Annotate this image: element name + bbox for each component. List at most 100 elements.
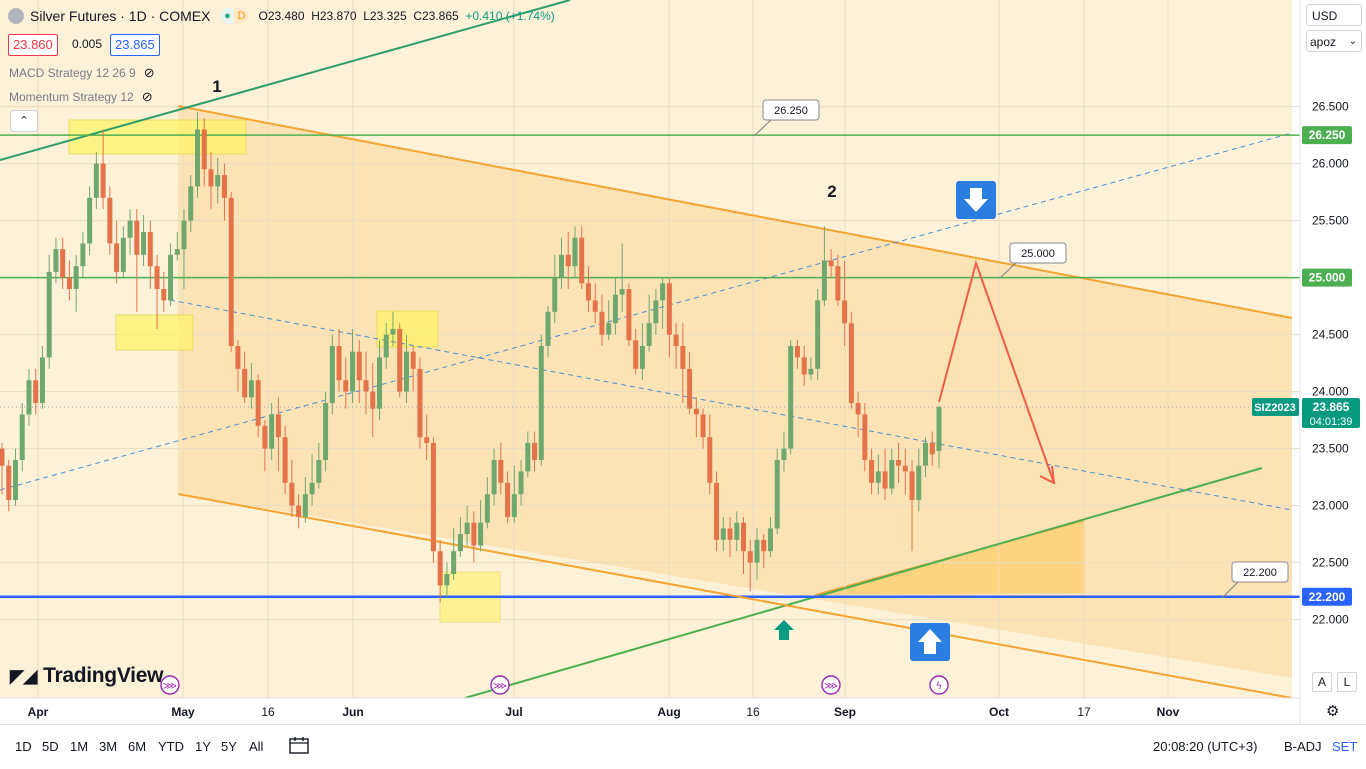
candle [410,346,416,392]
clock-timezone[interactable]: 20:08:20 (UTC+3) [1153,739,1258,754]
candle-body [471,522,477,546]
timeframe-3m[interactable]: 3M [99,739,118,754]
candle [12,448,18,506]
candle-body [821,260,827,301]
indicator-label: Momentum Strategy 12 [9,90,134,104]
candle [660,277,666,329]
candle-body [882,471,888,489]
timeframe-all[interactable]: All [249,739,264,754]
candle-body [572,237,578,267]
candle-body [774,460,780,529]
candle [916,448,922,512]
date-range-icon[interactable] [289,736,309,754]
candle [397,323,403,398]
candle-body [26,380,32,415]
timeframe-1y[interactable]: 1Y [195,739,211,754]
candle [93,152,99,210]
candle-body [464,522,470,535]
candle-body [46,271,52,358]
adjust-toggle[interactable]: B-ADJ [1284,739,1322,754]
eye-crossed-icon[interactable]: ⊘ [141,89,153,104]
timeframe-6m[interactable]: 6M [128,739,147,754]
candle-body [511,494,517,518]
candle-body [12,460,18,500]
buy-price-button[interactable]: 23.865 [110,34,160,56]
timeframe-5d[interactable]: 5D [42,739,59,754]
candle [781,431,787,472]
candle [376,340,382,421]
sell-price-button[interactable]: 23.860 [8,34,58,56]
collapse-legend-button[interactable]: ⌃ [10,110,38,132]
candle [761,534,767,569]
level-axis-text: 25.000 [1309,271,1346,285]
candle [619,243,625,312]
level-axis-label: 25.000 [1302,268,1352,287]
candle [248,363,254,409]
candle-body [619,289,625,295]
price-tick-label: 25.500 [1312,214,1349,228]
candle-body [323,403,329,461]
timeframe-1d[interactable]: 1D [15,739,32,754]
candle [741,517,747,575]
session-toggle[interactable]: SET [1332,739,1358,754]
eye-crossed-icon[interactable]: ⊘ [143,65,155,80]
candle [478,499,484,552]
scale-mode-select[interactable]: apoz ⌄ [1306,30,1362,52]
candle [228,192,234,352]
candle [680,323,686,404]
candle [754,528,760,580]
candle [329,334,335,415]
candle [862,403,868,472]
timeframe-ytd[interactable]: YTD [158,739,184,754]
candle-body [491,460,497,495]
indicator-momentum[interactable]: Momentum Strategy 12 ⊘ [9,89,153,105]
candle [87,186,93,255]
candle [39,346,45,409]
time-tick-label: Jul [505,705,522,719]
candle-body [120,237,126,272]
candlestick-series [0,112,942,603]
log-scale-button[interactable]: L [1337,672,1357,692]
auto-scale-button[interactable]: A [1312,672,1332,692]
symbol-tag: SIZ2023 [1252,398,1299,416]
delay-badge: D [234,8,249,24]
price-tick-label: 23.500 [1312,442,1349,456]
candle-body [437,551,443,586]
candle-body [639,346,645,369]
candle-body [66,277,72,290]
candle [626,283,632,347]
candle [936,406,942,469]
time-tick-label: May [171,705,195,719]
candle-body [680,346,686,369]
candle-body [154,266,160,290]
candle-body [478,522,484,546]
candle [666,277,672,358]
candle [174,232,180,261]
candle [909,460,915,552]
timeframe-1m[interactable]: 1M [70,739,89,754]
ohlc-values: O23.480 H23.870 L23.325 C23.865 +0.410 (… [258,9,554,23]
indicator-macd[interactable]: MACD Strategy 12 26 9 ⊘ [9,65,155,81]
candle-body [87,197,93,244]
candle-body [363,380,369,392]
time-axis[interactable]: Apr May 16 Jun Jul Aug 16 Sep Oct 17 Nov [28,705,1180,719]
logo-text: TradingView [43,664,164,687]
countdown-text: 04:01:39 [1310,416,1353,428]
candle-body [60,249,66,278]
price-axis[interactable]: 22.000 22.500 23.000 23.500 24.000 24.500 25.0… [1312,100,1349,627]
candle [788,340,794,455]
chart-canvas[interactable]: 26.250 25.000 22.200 1 2 ⋙ ⋙ [0,0,1366,724]
chart-title[interactable]: Silver Futures · 1D · COMEX [30,8,211,24]
timeframe-5y[interactable]: 5Y [221,739,237,754]
candle-body [794,346,800,358]
candle [687,351,693,415]
candle-body [370,391,376,409]
candle-body [666,283,672,335]
candle [525,431,531,478]
currency-select[interactable]: USD [1306,4,1362,26]
gear-icon[interactable]: ⚙ [1326,703,1340,720]
candle-body [215,175,221,187]
candle [194,112,200,198]
candle-body [228,197,234,347]
candle-body [275,414,281,438]
